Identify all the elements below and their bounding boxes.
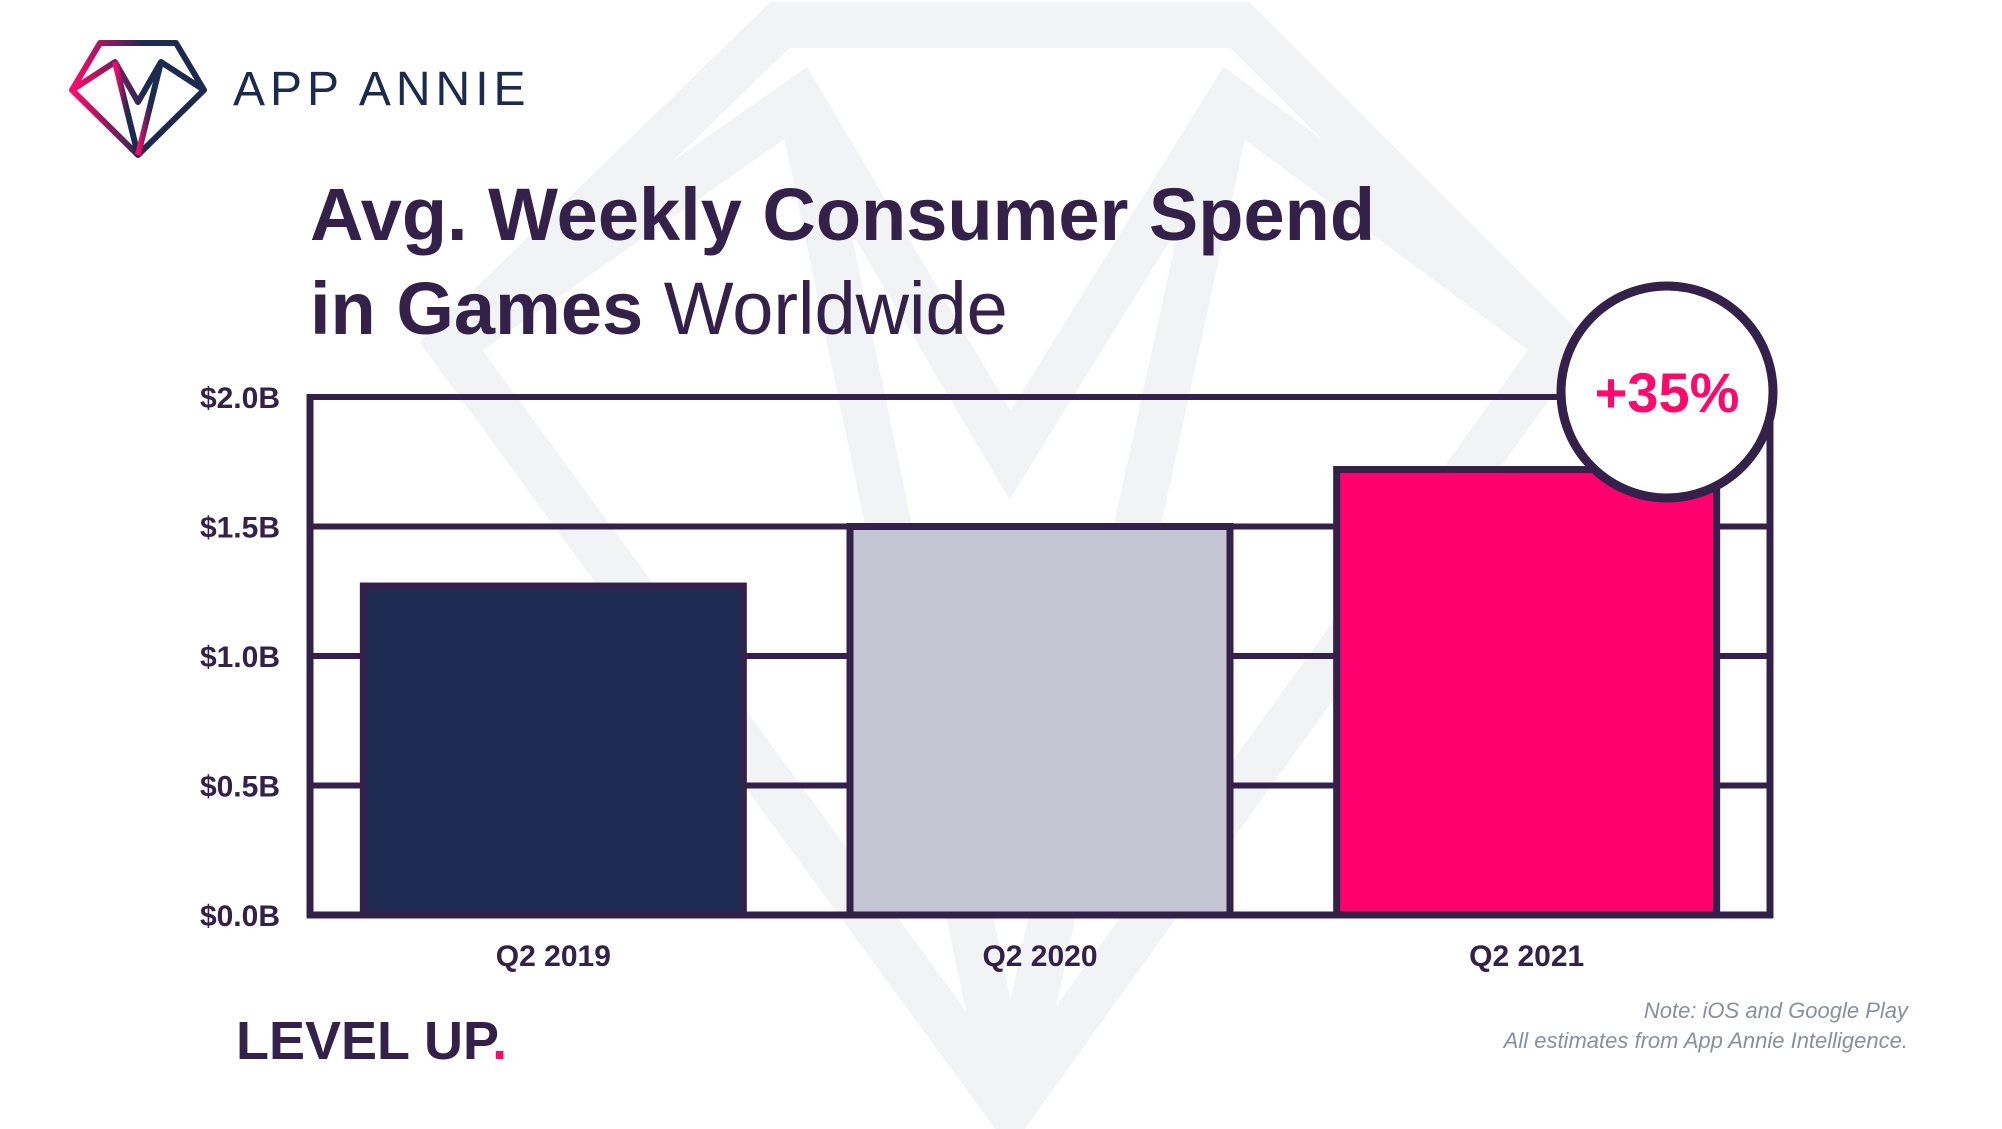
chart-title-light-part: Worldwide (663, 267, 1008, 350)
growth-badge-circle (1556, 281, 1778, 503)
growth-badge-label: +35% (1595, 361, 1740, 424)
y-tick-label: $2.0B (200, 382, 280, 415)
y-tick-label: $0.0B (200, 900, 280, 933)
source-note-line-1: Note: iOS and Google Play (1643, 998, 1908, 1023)
x-tick-label: Q2 2021 (1469, 940, 1584, 973)
chart-title-line-2: in Games Worldwide (310, 262, 1375, 356)
bar (1333, 466, 1721, 919)
y-tick-label: $1.0B (200, 641, 280, 674)
x-tick-label: Q2 2019 (496, 940, 611, 973)
bar (846, 523, 1234, 919)
source-note-line-2: All estimates from App Annie Intelligenc… (1503, 1028, 1908, 1053)
diamond-logo-icon (69, 40, 207, 158)
chart-title: Avg. Weekly Consumer Spend in Games Worl… (310, 168, 1375, 356)
y-tick-label: $1.5B (200, 512, 280, 545)
brand-name: APP ANNIE (233, 63, 531, 116)
level-up-text: LEVEL UP (236, 1011, 493, 1071)
chart-title-bold-part: in Games (310, 267, 644, 350)
level-up-tagline: LEVEL UP. (236, 1010, 507, 1072)
level-up-dot: . (492, 1011, 508, 1071)
y-tick-label: $0.5B (200, 771, 280, 804)
bar (359, 582, 747, 919)
chart-title-line-1: Avg. Weekly Consumer Spend (310, 173, 1376, 256)
x-tick-label: Q2 2020 (982, 940, 1097, 973)
source-note: Note: iOS and Google Play All estimates … (1504, 996, 1908, 1056)
